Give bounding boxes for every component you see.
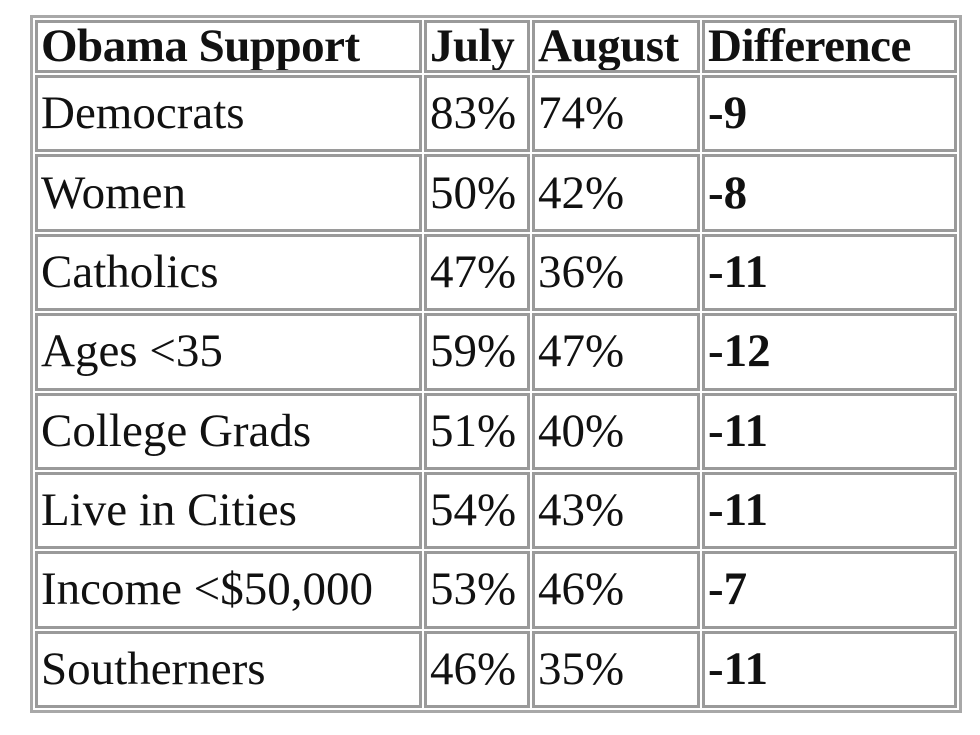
difference-cell: -11: [702, 233, 957, 312]
group-cell: Live in Cities: [35, 471, 422, 550]
difference-cell: -11: [702, 471, 957, 550]
july-cell: 83%: [424, 75, 530, 153]
difference-cell: -11: [702, 392, 957, 470]
header-difference: Difference: [702, 20, 957, 73]
table-row: Catholics 47% 36% -11: [35, 233, 957, 312]
july-cell: 54%: [424, 471, 530, 550]
difference-cell: -7: [702, 551, 957, 629]
table-row: Southerners 46% 35% -11: [35, 630, 957, 708]
table-row: Income <$50,000 53% 46% -7: [35, 551, 957, 629]
group-cell: College Grads: [35, 392, 422, 470]
obama-support-table: Obama Support July August Difference Dem…: [33, 18, 959, 710]
group-cell: Democrats: [35, 75, 422, 153]
header-group: Obama Support: [35, 20, 422, 73]
difference-cell: -9: [702, 75, 957, 153]
august-cell: 36%: [532, 233, 700, 312]
group-cell: Income <$50,000: [35, 551, 422, 629]
header-august: August: [532, 20, 700, 73]
group-cell: Southerners: [35, 630, 422, 708]
table-row: Women 50% 42% -8: [35, 154, 957, 232]
july-cell: 59%: [424, 313, 530, 391]
group-cell: Ages <35: [35, 313, 422, 391]
august-cell: 74%: [532, 75, 700, 153]
august-cell: 35%: [532, 630, 700, 708]
july-cell: 53%: [424, 551, 530, 629]
august-cell: 40%: [532, 392, 700, 470]
group-cell: Catholics: [35, 233, 422, 312]
july-cell: 50%: [424, 154, 530, 232]
header-july: July: [424, 20, 530, 73]
difference-cell: -8: [702, 154, 957, 232]
obama-support-table-frame: Obama Support July August Difference Dem…: [30, 15, 962, 713]
header-row: Obama Support July August Difference: [35, 20, 957, 73]
difference-cell: -12: [702, 313, 957, 391]
july-cell: 51%: [424, 392, 530, 470]
group-cell: Women: [35, 154, 422, 232]
table-row: Democrats 83% 74% -9: [35, 75, 957, 153]
august-cell: 43%: [532, 471, 700, 550]
august-cell: 47%: [532, 313, 700, 391]
table-row: Live in Cities 54% 43% -11: [35, 471, 957, 550]
difference-cell: -11: [702, 630, 957, 708]
august-cell: 46%: [532, 551, 700, 629]
july-cell: 47%: [424, 233, 530, 312]
table-row: College Grads 51% 40% -11: [35, 392, 957, 470]
august-cell: 42%: [532, 154, 700, 232]
table-row: Ages <35 59% 47% -12: [35, 313, 957, 391]
july-cell: 46%: [424, 630, 530, 708]
